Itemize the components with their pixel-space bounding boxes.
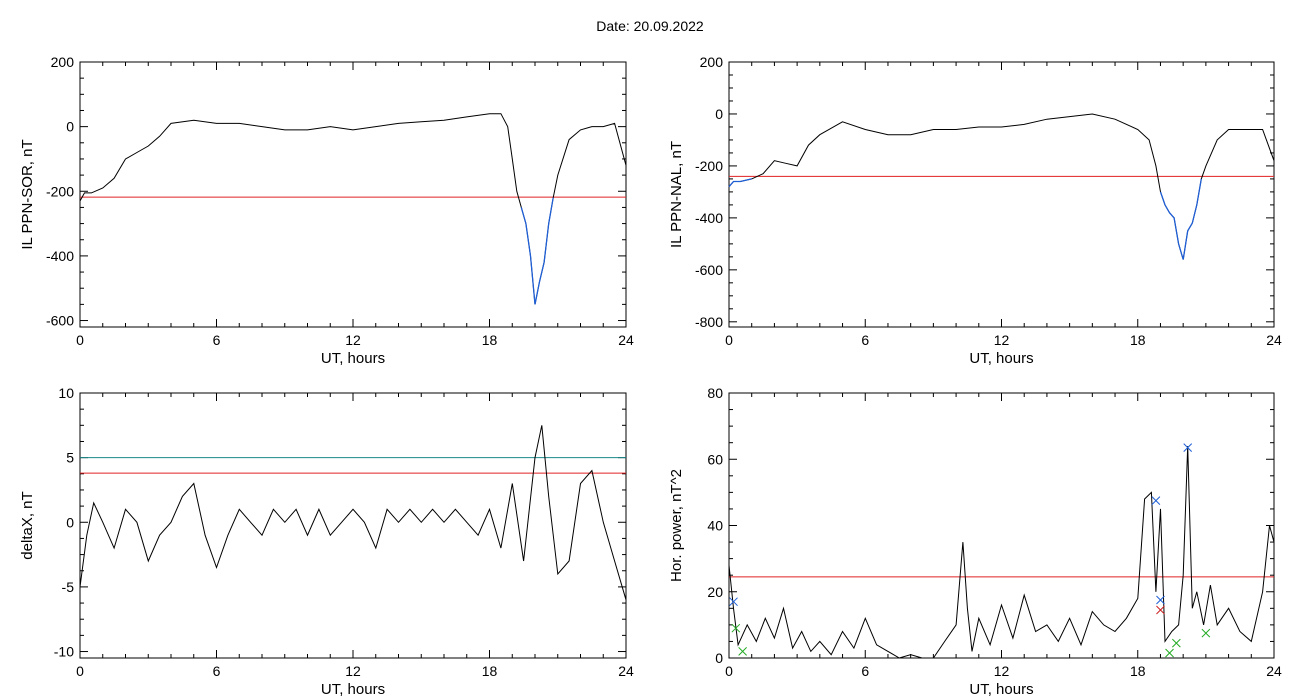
y-tick-label: -200 [46,183,74,199]
cross-marker [1165,648,1174,658]
x-tick-label: 0 [725,663,733,679]
below-threshold-segment [728,178,752,188]
x-tick-label: 24 [1266,663,1282,679]
y-tick-label: -600 [46,313,74,329]
y-tick-label: 0 [715,106,723,122]
x-tick-label: 6 [213,332,221,348]
y-tick-label: -600 [695,262,723,278]
y-axis-label: IL PPN-SOR, nT [19,139,36,249]
cross-marker [738,647,747,656]
marker-stroke [1201,628,1211,638]
series-line [728,113,1275,260]
x-tick-label: 24 [618,663,634,679]
marker-stroke [731,623,741,633]
y-tick-label: -5 [62,579,75,595]
below-threshold-segment [1159,178,1202,260]
below-threshold-segment [520,197,554,305]
x-tick-label: 12 [994,332,1010,348]
x-axis-label: UT, hours [969,681,1033,698]
chart-panel-3: 0 6 12 18 24 10 5 0 -5 -10 UT, hours deltaX, nT [19,385,634,698]
marker-stroke [1156,595,1165,605]
y-tick-label: 200 [51,54,75,70]
y-tick-label: -800 [695,314,723,330]
cross-marker [1172,638,1181,648]
x-axis-label: UT, hours [321,350,385,367]
x-tick-label: 18 [1130,663,1146,679]
x-tick-label: 12 [345,332,361,348]
plot-frame [79,392,627,659]
y-tick-label: -400 [46,248,74,264]
y-tick-label: 0 [715,650,723,666]
x-tick-label: 0 [725,332,733,348]
y-tick-label: 200 [700,54,724,70]
x-tick-label: 18 [1130,332,1146,348]
cross-marker [731,623,741,633]
y-tick-label: 20 [707,584,723,600]
cross-marker [1183,443,1193,453]
x-tick-label: 6 [861,332,869,348]
plot-frame [79,61,627,328]
cross-marker [729,597,738,607]
chart-panel-1: 0 6 12 18 24 200 0 -200 -400 -600 UT, hours IL PPN-… [19,54,634,367]
x-tick-label: 6 [213,663,221,679]
marker-stroke [1172,638,1181,648]
x-tick-label: 18 [482,332,498,348]
y-axis-label: IL PPN-NAL, nT [668,141,685,248]
x-tick-label: 12 [994,663,1010,679]
cross-marker [1156,605,1165,615]
y-tick-label: 60 [707,451,723,467]
chart-panel-4: 0 6 12 18 24 80 60 40 20 0 UT, hours Hor. power, nT… [668,385,1282,698]
x-tick-label: 18 [482,663,498,679]
x-tick-label: 6 [861,663,869,679]
series-line [79,113,627,305]
x-tick-label: 12 [345,663,361,679]
x-tick-label: 0 [76,332,84,348]
y-tick-label: 0 [66,514,74,530]
cross-marker [1201,628,1211,638]
marker-stroke [1183,443,1193,453]
cross-marker [1151,496,1161,506]
marker-stroke [1156,605,1165,615]
x-axis-label: UT, hours [321,681,385,698]
chart-panel-2: 0 6 12 18 24 200 0 -200 -400 -600 -800 UT, hours IL … [668,54,1282,367]
y-tick-label: -400 [695,210,723,226]
y-tick-label: 0 [66,119,74,135]
x-tick-label: 0 [76,663,84,679]
cross-marker [1156,595,1165,605]
y-tick-label: 80 [707,385,723,401]
series-line [79,425,627,600]
y-axis-label: Hor. power, nT^2 [668,469,685,582]
plot-frame [728,392,1275,659]
y-tick-label: 5 [66,450,74,466]
y-tick-label: -10 [54,644,74,660]
y-tick-label: -200 [695,158,723,174]
y-tick-label: 10 [58,385,74,401]
marker-stroke [738,647,747,656]
y-tick-label: 40 [707,518,723,534]
y-axis-label: deltaX, nT [19,491,36,559]
x-axis-label: UT, hours [969,350,1033,367]
marker-stroke [1151,496,1161,506]
x-tick-label: 24 [618,332,634,348]
page-title: Date: 20.09.2022 [596,18,704,34]
plot-frame [728,61,1275,328]
marker-stroke [729,597,738,607]
series-line [728,445,1275,659]
marker-stroke [1165,648,1174,658]
x-tick-label: 24 [1266,332,1282,348]
